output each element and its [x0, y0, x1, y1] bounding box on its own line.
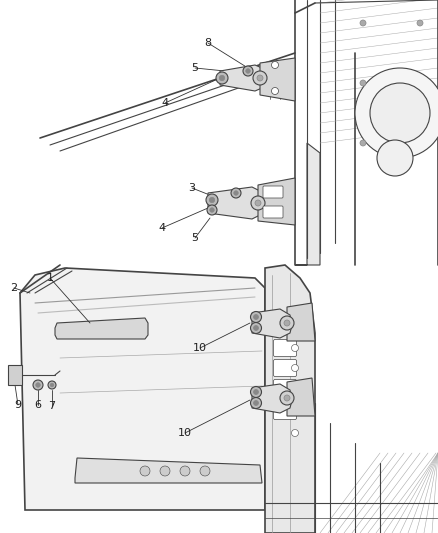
Circle shape — [257, 75, 263, 81]
Polygon shape — [258, 178, 295, 225]
Circle shape — [280, 316, 294, 330]
Text: 5: 5 — [191, 63, 198, 73]
Polygon shape — [8, 365, 22, 385]
Circle shape — [370, 83, 430, 143]
Text: 10: 10 — [178, 428, 192, 438]
Polygon shape — [252, 384, 292, 413]
Circle shape — [355, 68, 438, 158]
Circle shape — [417, 20, 423, 26]
Circle shape — [272, 87, 279, 94]
FancyBboxPatch shape — [273, 379, 297, 397]
Circle shape — [210, 208, 214, 212]
Text: 5: 5 — [191, 233, 198, 243]
Circle shape — [292, 430, 299, 437]
Circle shape — [206, 194, 218, 206]
Polygon shape — [55, 318, 148, 339]
Text: 8: 8 — [205, 38, 212, 48]
Circle shape — [50, 383, 54, 387]
Circle shape — [200, 466, 210, 476]
Circle shape — [360, 80, 366, 86]
Circle shape — [180, 466, 190, 476]
Circle shape — [36, 383, 40, 387]
Circle shape — [231, 188, 241, 198]
Circle shape — [292, 365, 299, 372]
Circle shape — [280, 391, 294, 405]
Circle shape — [243, 66, 253, 76]
Polygon shape — [252, 309, 292, 338]
Polygon shape — [287, 303, 315, 341]
Circle shape — [284, 395, 290, 401]
Circle shape — [234, 191, 238, 195]
Circle shape — [284, 320, 290, 326]
Polygon shape — [220, 65, 265, 91]
Text: 7: 7 — [49, 401, 56, 411]
Polygon shape — [295, 143, 320, 265]
Polygon shape — [20, 268, 265, 510]
FancyBboxPatch shape — [273, 402, 297, 419]
Text: 10: 10 — [193, 343, 207, 353]
Circle shape — [272, 61, 279, 69]
FancyBboxPatch shape — [263, 186, 283, 198]
Text: 9: 9 — [14, 400, 21, 410]
Circle shape — [254, 326, 258, 330]
Polygon shape — [75, 458, 262, 483]
Circle shape — [292, 384, 299, 392]
Circle shape — [360, 20, 366, 26]
Circle shape — [255, 200, 261, 206]
Circle shape — [140, 466, 150, 476]
Text: 2: 2 — [11, 283, 18, 293]
Circle shape — [254, 390, 258, 394]
Circle shape — [160, 466, 170, 476]
Circle shape — [209, 197, 215, 203]
Circle shape — [216, 72, 228, 84]
Circle shape — [246, 69, 250, 73]
Circle shape — [253, 71, 267, 85]
Text: 3: 3 — [188, 183, 195, 193]
Text: 4: 4 — [162, 98, 169, 108]
Circle shape — [48, 381, 56, 389]
Circle shape — [254, 400, 258, 406]
Circle shape — [251, 322, 261, 334]
Circle shape — [251, 398, 261, 408]
Text: 4: 4 — [159, 223, 166, 233]
Circle shape — [251, 386, 261, 398]
Polygon shape — [265, 265, 315, 533]
Text: 1: 1 — [46, 273, 53, 283]
Polygon shape — [287, 378, 315, 416]
Circle shape — [251, 311, 261, 322]
Circle shape — [33, 380, 43, 390]
Circle shape — [292, 405, 299, 411]
FancyBboxPatch shape — [273, 340, 297, 357]
Text: 6: 6 — [35, 400, 42, 410]
Circle shape — [219, 75, 225, 80]
FancyBboxPatch shape — [263, 206, 283, 218]
Circle shape — [292, 344, 299, 351]
Polygon shape — [208, 187, 262, 219]
Circle shape — [254, 314, 258, 319]
FancyBboxPatch shape — [273, 359, 297, 376]
Circle shape — [207, 205, 217, 215]
Polygon shape — [260, 58, 295, 101]
Circle shape — [360, 140, 366, 146]
Circle shape — [251, 196, 265, 210]
Circle shape — [377, 140, 413, 176]
